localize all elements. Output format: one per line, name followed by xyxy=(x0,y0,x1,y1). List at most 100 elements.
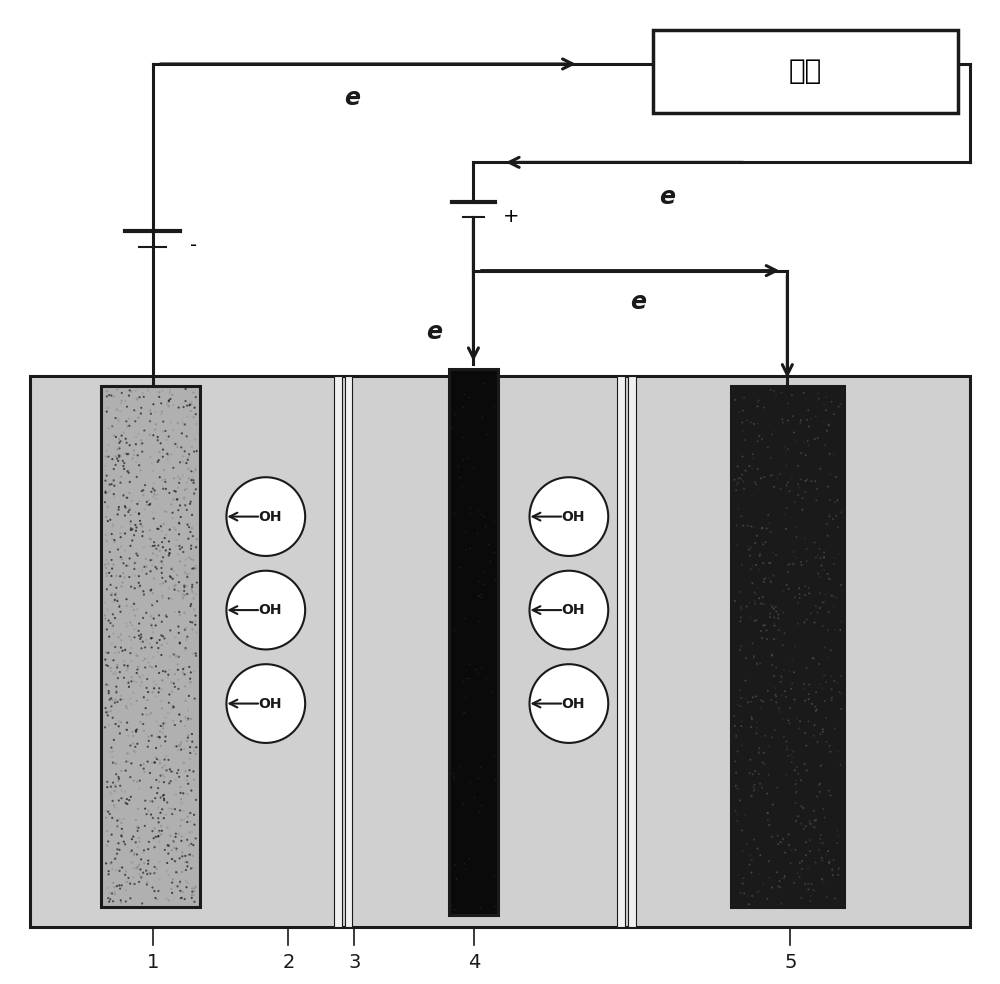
Point xyxy=(140,856,156,872)
Point xyxy=(175,590,191,606)
Point xyxy=(109,442,125,458)
Point xyxy=(786,664,802,680)
Text: 4: 4 xyxy=(468,953,481,972)
Point xyxy=(112,725,128,741)
Point xyxy=(728,765,744,780)
Point xyxy=(735,876,751,892)
Point xyxy=(733,471,749,487)
Point xyxy=(99,622,115,638)
Point xyxy=(189,625,205,641)
Point xyxy=(115,453,131,468)
Point xyxy=(131,506,147,522)
Point xyxy=(153,554,169,570)
Point xyxy=(791,586,807,602)
Point xyxy=(781,715,797,731)
Point xyxy=(179,831,195,847)
Point xyxy=(832,757,848,772)
Point xyxy=(99,645,115,660)
Point xyxy=(162,623,178,639)
Point xyxy=(163,447,179,462)
Point xyxy=(813,758,829,773)
Point xyxy=(174,425,190,441)
Point xyxy=(763,467,779,483)
Point xyxy=(174,829,190,844)
Point xyxy=(134,444,150,460)
Point xyxy=(753,700,769,715)
Point xyxy=(182,398,198,413)
Point xyxy=(106,594,122,610)
Point xyxy=(156,517,172,532)
Point xyxy=(129,774,145,790)
Point xyxy=(794,861,810,877)
Point xyxy=(766,668,782,684)
Point xyxy=(157,733,173,749)
Point xyxy=(740,888,756,903)
Point xyxy=(176,605,192,621)
Circle shape xyxy=(530,664,608,743)
Point xyxy=(792,869,808,885)
Point xyxy=(176,803,192,819)
Point xyxy=(186,464,202,480)
Point xyxy=(145,810,161,826)
Point xyxy=(727,392,743,407)
Point xyxy=(756,618,772,634)
Point xyxy=(122,844,138,860)
Point xyxy=(108,568,124,584)
Point xyxy=(446,623,462,639)
Point xyxy=(182,825,198,840)
Point xyxy=(740,539,756,555)
Point xyxy=(101,717,117,733)
Point xyxy=(752,847,768,863)
Point xyxy=(755,876,771,892)
Point xyxy=(780,557,796,573)
Point xyxy=(159,891,175,906)
Point xyxy=(138,551,154,567)
Point xyxy=(798,847,814,863)
Point xyxy=(454,478,470,494)
Point xyxy=(175,885,191,900)
Point xyxy=(153,519,169,534)
Point xyxy=(133,630,149,646)
Point xyxy=(131,493,147,509)
Text: 负载: 负载 xyxy=(788,57,822,86)
Point xyxy=(787,842,803,858)
Text: +: + xyxy=(503,207,519,226)
Point xyxy=(137,651,153,667)
Point xyxy=(153,718,169,734)
Point xyxy=(109,382,125,398)
Point xyxy=(136,539,152,555)
Point xyxy=(759,785,775,801)
Point xyxy=(829,823,845,838)
Point xyxy=(133,400,149,415)
Point xyxy=(131,575,147,590)
Point xyxy=(144,824,160,839)
Point xyxy=(452,560,468,576)
Point xyxy=(103,699,119,714)
Point xyxy=(833,686,849,702)
Point xyxy=(141,492,157,508)
Point xyxy=(136,389,152,404)
Point xyxy=(111,812,127,828)
Point xyxy=(185,528,201,544)
Point xyxy=(168,483,184,499)
Point xyxy=(170,619,186,635)
Point xyxy=(755,589,771,605)
Point xyxy=(456,855,472,871)
Point xyxy=(179,474,195,490)
Point xyxy=(131,857,147,873)
Point xyxy=(158,807,174,823)
Point xyxy=(167,717,183,733)
Point xyxy=(113,782,129,798)
Point xyxy=(766,618,782,634)
Point xyxy=(806,803,822,819)
Point xyxy=(103,778,119,794)
Point xyxy=(133,627,149,643)
Point xyxy=(793,412,809,428)
Point xyxy=(171,604,187,620)
Point xyxy=(138,632,154,647)
Point xyxy=(98,560,114,576)
Point xyxy=(114,860,130,876)
Point xyxy=(822,506,838,522)
Point xyxy=(106,389,122,404)
Point xyxy=(736,886,752,901)
